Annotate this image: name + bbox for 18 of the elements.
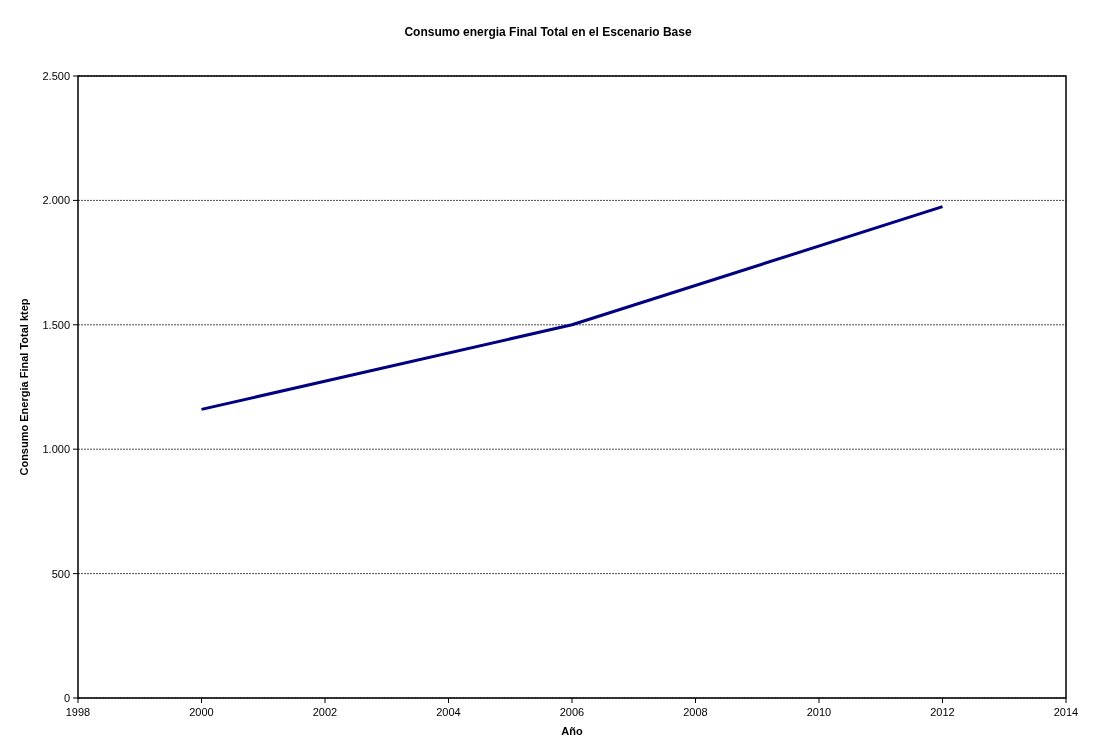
y-tick-label: 2.000 <box>42 194 70 207</box>
chart-title: Consumo energia Final Total en el Escenario Base <box>404 25 692 39</box>
x-axis-title: Año <box>561 725 583 737</box>
x-tick-label: 2010 <box>806 706 832 718</box>
y-tick-label: 0 <box>63 692 70 704</box>
y-tick-label: 1.000 <box>42 443 70 456</box>
y-axis-title: Consumo Energia Final Total ktep <box>18 298 30 476</box>
x-tick-label: 2002 <box>312 706 338 718</box>
y-tick-label: 2.500 <box>42 70 70 82</box>
x-tick-label: 2014 <box>1053 706 1079 718</box>
x-tick-label: 1998 <box>65 706 91 718</box>
y-tick-label: 1.500 <box>42 318 70 331</box>
x-tick-label: 2012 <box>930 706 955 718</box>
x-tick-label: 2008 <box>683 706 708 718</box>
y-tick-label: 500 <box>51 567 70 580</box>
x-tick-label: 2000 <box>189 706 214 718</box>
x-tick-label: 2006 <box>559 706 585 718</box>
x-tick-label: 2004 <box>436 706 461 718</box>
